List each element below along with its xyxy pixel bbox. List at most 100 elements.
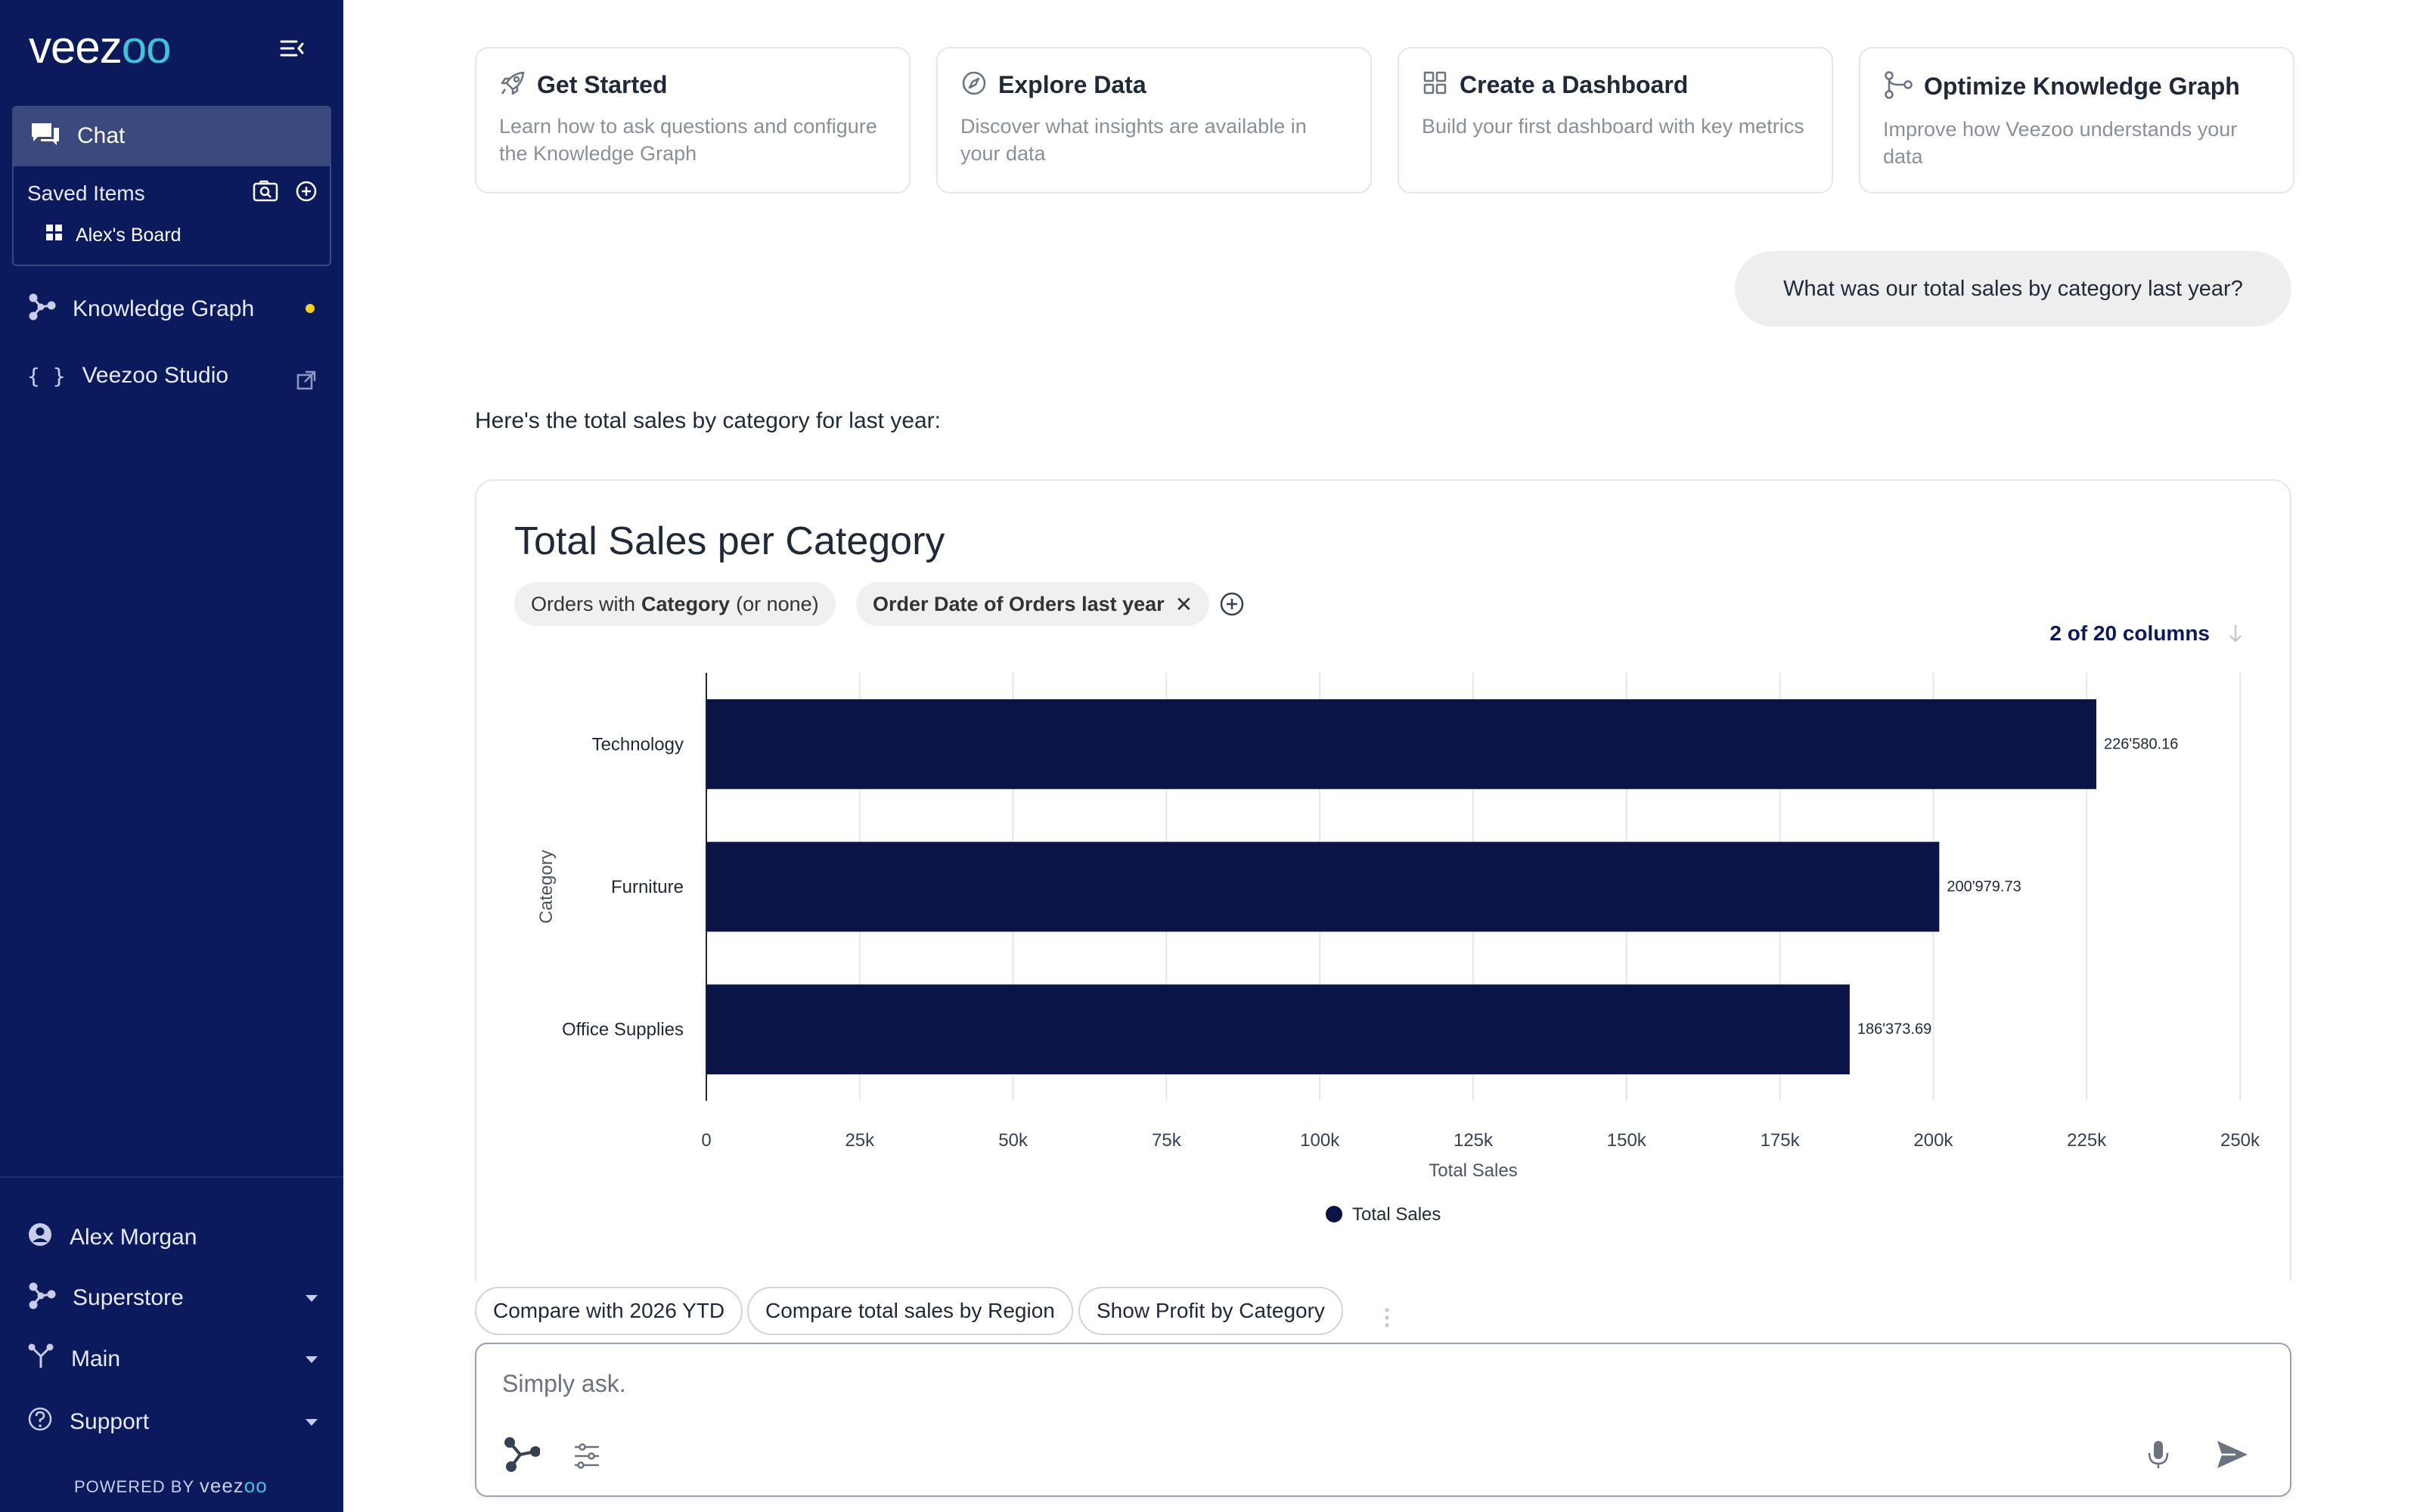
- suggestion-label: Compare with 2026 YTD: [493, 1299, 725, 1322]
- x-tick-label: 125k: [1454, 1130, 1494, 1151]
- knowledge-graph-input-icon[interactable]: [504, 1436, 541, 1476]
- data-label: 200'979.73: [1947, 878, 2021, 895]
- sidebar-item-chat[interactable]: Chat: [12, 106, 331, 166]
- x-tick-label: 175k: [1761, 1130, 1801, 1151]
- powered-brand: veezoo: [200, 1474, 268, 1497]
- logo-text: veez: [29, 22, 123, 73]
- help-circle-icon: [27, 1406, 53, 1438]
- chat-bubble-icon: [30, 122, 60, 151]
- search-saved-icon[interactable]: [253, 180, 278, 206]
- arrow-down-icon[interactable]: [2228, 623, 2243, 648]
- answer-intro-text: Here's the total sales by category for l…: [475, 408, 942, 433]
- suggestion-chip[interactable]: Show Profit by Category: [1078, 1287, 1343, 1335]
- bar-chart: 0 25k 50k 75k 100k 125k 150k 175k 200k 225k 250k Te…: [536, 673, 2260, 1225]
- legend-marker: [1326, 1206, 1342, 1222]
- board-label: Alex's Board: [76, 225, 182, 246]
- data-label: 186'373.69: [1857, 1021, 1931, 1038]
- suggestion-label: Compare total sales by Region: [765, 1299, 1055, 1322]
- bar: [706, 984, 1850, 1075]
- card-description: Discover what insights are available in …: [960, 115, 1307, 165]
- filter-chip-category[interactable]: Orders with Category (or none): [514, 582, 836, 626]
- dashboard-icon: [1422, 70, 1449, 101]
- card-title: Explore Data: [998, 71, 1146, 98]
- sidebar-item-veezoo-studio[interactable]: { } Veezoo Studio: [27, 363, 228, 389]
- saved-board-item[interactable]: Alex's Board: [45, 224, 182, 247]
- suggestion-chip[interactable]: Compare total sales by Region: [747, 1287, 1073, 1335]
- settings-sliders-icon[interactable]: [572, 1441, 602, 1475]
- bar: [706, 699, 2097, 789]
- powered-brand-accent: oo: [244, 1474, 268, 1497]
- card-title: Create a Dashboard: [1460, 71, 1689, 98]
- sidebar-item-branch[interactable]: Main: [27, 1343, 318, 1376]
- chat-input[interactable]: [502, 1367, 1863, 1400]
- card-explore-data[interactable]: Explore Data Discover what insights are …: [936, 47, 1372, 194]
- add-saved-icon[interactable]: [295, 180, 318, 206]
- card-title: Get Started: [537, 71, 668, 98]
- chevron-down-icon: [306, 1418, 318, 1426]
- user-message-text: What was our total sales by category las…: [1783, 276, 2243, 301]
- filter-suffix: (or none): [736, 592, 819, 615]
- rocket-icon: [499, 70, 526, 101]
- sidebar: veezoo Chat Saved Items Alex's Board: [0, 0, 343, 1512]
- x-tick-label: 225k: [2067, 1130, 2107, 1151]
- powered-by: POWERED BY veezoo: [74, 1474, 268, 1498]
- saved-items-title: Saved Items: [27, 181, 145, 205]
- more-options-icon[interactable]: [1382, 1306, 1392, 1333]
- x-tick-label: 100k: [1300, 1130, 1340, 1151]
- filter-label: Order Date of Orders last year: [873, 592, 1165, 615]
- sidebar-item-label: Superstore: [73, 1285, 184, 1310]
- veezoo-logo[interactable]: veezoo: [29, 21, 171, 73]
- card-description: Build your first dashboard with key metr…: [1422, 115, 1804, 138]
- sidebar-item-database[interactable]: Superstore: [27, 1281, 318, 1315]
- y-tick-label: Office Supplies: [562, 1020, 684, 1040]
- close-icon[interactable]: ✕: [1174, 592, 1193, 616]
- chevron-down-icon: [306, 1294, 318, 1302]
- chevron-down-icon: [306, 1356, 318, 1363]
- card-description: Improve how Veezoo understands your data: [1883, 118, 2238, 168]
- filter-prefix: Orders with: [531, 592, 636, 615]
- send-icon[interactable]: [2216, 1439, 2249, 1473]
- compass-icon: [960, 70, 988, 101]
- powered-by-text: POWERED BY: [74, 1477, 194, 1496]
- result-card: Total Sales per Category Orders with Cat…: [475, 479, 2291, 1281]
- card-create-dashboard[interactable]: Create a Dashboard Build your first dash…: [1398, 47, 1833, 194]
- x-tick-label: 50k: [998, 1130, 1028, 1151]
- board-grid-icon: [45, 224, 64, 247]
- microphone-icon[interactable]: [2146, 1438, 2170, 1475]
- sidebar-item-label: Knowledge Graph: [73, 296, 255, 321]
- sidebar-item-support[interactable]: Support: [27, 1406, 318, 1438]
- x-tick-label: 25k: [845, 1130, 875, 1151]
- columns-link[interactable]: 2 of 20 columns: [2049, 621, 2210, 645]
- sidebar-item-label: Veezoo Studio: [82, 363, 229, 388]
- knowledge-graph-icon: [27, 292, 56, 327]
- x-tick-label: 75k: [1152, 1130, 1182, 1151]
- data-label: 226'580.16: [2104, 736, 2178, 752]
- filter-chip-order-date[interactable]: Order Date of Orders last year ✕: [856, 582, 1210, 626]
- code-braces-icon: { }: [27, 363, 66, 389]
- card-optimize-knowledge-graph[interactable]: Optimize Knowledge Graph Improve how Vee…: [1859, 47, 2294, 194]
- card-title: Optimize Knowledge Graph: [1924, 73, 2240, 100]
- sidebar-item-label: Alex Morgan: [70, 1225, 197, 1250]
- x-tick-label: 0: [701, 1130, 711, 1151]
- user-message-bubble: What was our total sales by category las…: [1735, 251, 2291, 327]
- suggestion-label: Show Profit by Category: [1097, 1299, 1325, 1322]
- card-get-started[interactable]: Get Started Learn how to ask questions a…: [475, 47, 911, 194]
- bar: [706, 841, 1940, 932]
- sidebar-item-knowledge-graph[interactable]: Knowledge Graph: [27, 292, 254, 327]
- x-tick-label: 200k: [1913, 1130, 1953, 1151]
- sidebar-item-label: Main: [71, 1346, 121, 1371]
- chat-input-box: [475, 1343, 2291, 1497]
- branch-icon: [27, 1343, 54, 1376]
- suggestion-chip[interactable]: Compare with 2026 YTD: [475, 1287, 743, 1335]
- powered-brand-main: veez: [199, 1474, 244, 1497]
- add-filter-icon[interactable]: [1219, 591, 1245, 621]
- legend-label: Total Sales: [1352, 1204, 1441, 1225]
- user-avatar-icon: [27, 1222, 53, 1253]
- sidebar-item-label: Support: [70, 1409, 150, 1434]
- collapse-sidebar-icon[interactable]: [278, 35, 306, 62]
- notification-dot: [306, 304, 315, 313]
- sidebar-item-label: Chat: [77, 123, 126, 148]
- external-link-icon[interactable]: [296, 370, 316, 394]
- filter-bold: Category: [641, 592, 731, 615]
- sidebar-item-user[interactable]: Alex Morgan: [27, 1222, 318, 1253]
